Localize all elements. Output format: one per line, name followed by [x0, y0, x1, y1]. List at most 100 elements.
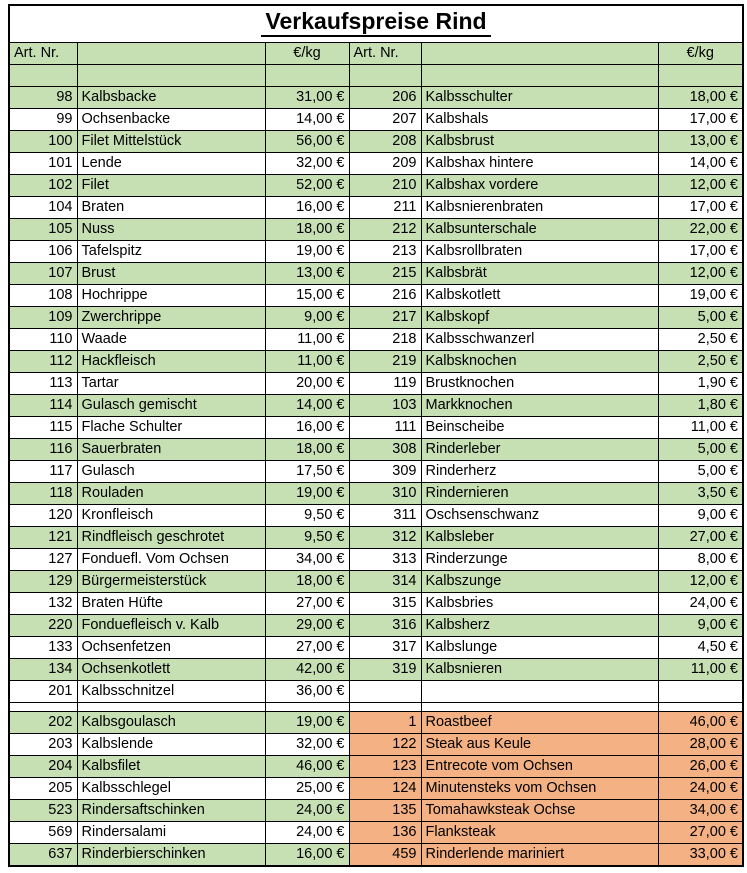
artnr-cell-right: 218 — [348, 327, 422, 351]
name-cell-right: Kalbsnieren — [420, 657, 659, 681]
price-cell-left: 42,00 € — [264, 657, 350, 681]
table-row: 105 Nuss 18,00 €212 Kalbsunterschale 22,00 € — [8, 217, 744, 241]
name-cell-right: Minutensteks vom Ochsen — [420, 776, 659, 800]
name-cell-left: Tafelspitz — [76, 239, 266, 263]
table-row: 99 Ochsenbacke 14,00 €207 Kalbshals 17,00 € — [8, 107, 744, 131]
artnr-cell-left: 107 — [8, 261, 78, 285]
name-cell-left: Kalbslende — [76, 732, 266, 756]
table-row: 98 Kalbsbacke 31,00 €206 Kalbsschulter 18,00… — [8, 85, 744, 109]
spacer-row — [8, 701, 744, 712]
name-cell-right: Brustknochen — [420, 371, 659, 395]
price-cell-left: 19,00 € — [264, 710, 350, 734]
price-cell-right: 33,00 € — [657, 842, 744, 866]
artnr-cell-right: 310 — [348, 481, 422, 505]
table-row: 134 Ochsenkotlett 42,00 €319 Kalbsnieren 11,… — [8, 657, 744, 681]
name-cell-right: Kalbskopf — [420, 305, 659, 329]
artnr-cell-left: 104 — [8, 195, 78, 219]
artnr-cell-left: 201 — [8, 679, 78, 703]
artnr-cell-left: 106 — [8, 239, 78, 263]
name-cell-right: Entrecote vom Ochsen — [420, 754, 659, 778]
price-cell-right: 5,00 € — [657, 437, 744, 461]
artnr-cell-right: 311 — [348, 503, 422, 527]
price-cell-left: 27,00 € — [264, 591, 350, 615]
name-cell-right: Kalbsunterschale — [420, 217, 659, 241]
table-row: 118 Rouladen 19,00 €310 Rindernieren 3,50 € — [8, 481, 744, 505]
name-cell-left: Hochrippe — [76, 283, 266, 307]
artnr-cell-right: 319 — [348, 657, 422, 681]
name-cell-left: Kalbsschnitzel — [76, 679, 266, 703]
name-cell-left: Filet — [76, 173, 266, 197]
artnr-cell-left: 134 — [8, 657, 78, 681]
price-cell-right: 5,00 € — [657, 459, 744, 483]
price-cell-right: 27,00 € — [657, 525, 744, 549]
name-cell-right: Kalbskotlett — [420, 283, 659, 307]
artnr-cell-left: 132 — [8, 591, 78, 615]
artnr-cell-left: 115 — [8, 415, 78, 439]
artnr-cell-left: 121 — [8, 525, 78, 549]
name-cell-left: Fonduefl. Vom Ochsen — [76, 547, 266, 571]
price-cell-left: 15,00 € — [264, 283, 350, 307]
name-cell-right: Kalbsnierenbraten — [420, 195, 659, 219]
spacer-cell — [76, 701, 266, 712]
price-cell-right: 17,00 € — [657, 107, 744, 131]
price-cell-left: 19,00 € — [264, 481, 350, 505]
artnr-cell-right: 136 — [348, 820, 422, 844]
artnr-cell-right: 119 — [348, 371, 422, 395]
price-cell-right — [657, 679, 744, 703]
name-cell-right: Kalbsschulter — [420, 85, 659, 109]
artnr-cell-left: 118 — [8, 481, 78, 505]
name-cell-right: Roastbeef — [420, 710, 659, 734]
price-table: Verkaufspreise Rind Art. Nr. €/kg Art. N… — [8, 4, 744, 867]
price-cell-right: 17,00 € — [657, 239, 744, 263]
name-cell-right: Tomahawksteak Ochse — [420, 798, 659, 822]
name-cell-right: Kalbsschwanzerl — [420, 327, 659, 351]
artnr-cell-right: 316 — [348, 613, 422, 637]
name-cell-right: Rindernieren — [420, 481, 659, 505]
table-row: 108 Hochrippe 15,00 €216 Kalbskotlett 19,00 … — [8, 283, 744, 307]
artnr-cell-right: 122 — [348, 732, 422, 756]
price-cell-right: 12,00 € — [657, 261, 744, 285]
price-cell-right: 2,50 € — [657, 349, 744, 373]
artnr-cell-right: 217 — [348, 305, 422, 329]
artnr-cell-right: 312 — [348, 525, 422, 549]
artnr-cell-left: 100 — [8, 129, 78, 153]
artnr-cell-left: 569 — [8, 820, 78, 844]
price-cell-left: 16,00 € — [264, 415, 350, 439]
price-cell-right: 18,00 € — [657, 85, 744, 109]
table-row: 121 Rindfleisch geschrotet 9,50 €312 Kalbsl… — [8, 525, 744, 549]
artnr-cell-left: 105 — [8, 217, 78, 241]
price-cell-left: 46,00 € — [264, 754, 350, 778]
price-cell-right: 12,00 € — [657, 569, 744, 593]
name-cell-right: Kalbshax vordere — [420, 173, 659, 197]
price-cell-right: 11,00 € — [657, 415, 744, 439]
artnr-cell-right: 213 — [348, 239, 422, 263]
table-row: 107 Brust 13,00 €215 Kalbsbrät 12,00 € — [8, 261, 744, 285]
name-cell-left: Braten — [76, 195, 266, 219]
price-cell-right: 19,00 € — [657, 283, 744, 307]
title-row: Verkaufspreise Rind — [8, 4, 744, 43]
artnr-cell-right: 103 — [348, 393, 422, 417]
artnr-cell-left: 120 — [8, 503, 78, 527]
price-cell-right: 46,00 € — [657, 710, 744, 734]
artnr-cell-left: 202 — [8, 710, 78, 734]
artnr-cell-left: 99 — [8, 107, 78, 131]
price-cell-right: 22,00 € — [657, 217, 744, 241]
name-cell-right: Kalbshals — [420, 107, 659, 131]
artnr-cell-right: 208 — [348, 129, 422, 153]
artnr-cell-right: 209 — [348, 151, 422, 175]
table-row: 116 Sauerbraten 18,00 €308 Rinderleber 5,00 … — [8, 437, 744, 461]
table-row: 127 Fonduefl. Vom Ochsen 34,00 €313 Rinderz… — [8, 547, 744, 571]
artnr-cell-left: 220 — [8, 613, 78, 637]
page-title: Verkaufspreise Rind — [8, 4, 744, 43]
price-cell-left: 25,00 € — [264, 776, 350, 800]
name-cell-left: Filet Mittelstück — [76, 129, 266, 153]
price-cell-left: 27,00 € — [264, 635, 350, 659]
price-cell-left: 9,00 € — [264, 305, 350, 329]
price-cell-right: 11,00 € — [657, 657, 744, 681]
artnr-cell-left: 117 — [8, 459, 78, 483]
price-cell-right: 24,00 € — [657, 776, 744, 800]
name-cell-left: Kalbsfilet — [76, 754, 266, 778]
price-cell-left: 14,00 € — [264, 393, 350, 417]
artnr-cell-right: 313 — [348, 547, 422, 571]
table-row: 203 Kalbslende 32,00 €122 Steak aus Keule 28… — [8, 732, 744, 756]
